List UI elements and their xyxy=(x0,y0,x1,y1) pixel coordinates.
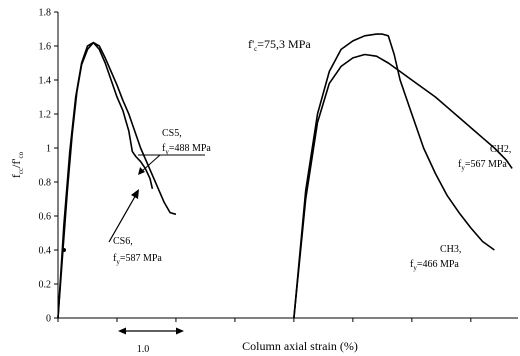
annotation-ch2-fy: fy=567 MPa xyxy=(458,159,507,172)
series-line-ch3 xyxy=(293,33,495,319)
annotation-cs6-name: CS6, xyxy=(113,236,133,247)
y-axis-title: fcc/f'co xyxy=(9,151,25,178)
y-tick-label: 0.2 xyxy=(39,280,52,291)
annotation-cs6-fy: fy=587 MPa xyxy=(113,253,162,266)
y-axis-title-sub2: co xyxy=(17,151,25,158)
y-tick-label: 0.4 xyxy=(39,246,52,257)
y-tick-label: 0.6 xyxy=(39,212,52,223)
series-line-cs5 xyxy=(57,41,177,319)
y-tick-label: 1.8 xyxy=(39,8,52,19)
annotation-ch2-name: CH2, xyxy=(490,144,511,155)
x-axis-title: Column axial strain (%) xyxy=(242,339,358,353)
scale-bar-arrow-left xyxy=(118,327,126,335)
fc-label: f'c=75,3 MPa xyxy=(248,37,311,53)
x-ticks xyxy=(57,318,472,322)
annotation-ch3: CH3, fy=466 MPa xyxy=(410,244,461,272)
annotation-cs5-fy: fy=488 MPa xyxy=(162,143,211,156)
series-layer xyxy=(57,33,513,319)
y-axis-title-base: f xyxy=(9,174,23,178)
y-axis-title-mid: /f' xyxy=(9,158,23,168)
annotation-ch3-name: CH3, xyxy=(440,244,461,255)
annotation-cs5-name: CS5, xyxy=(162,128,182,139)
scale-bar-label: 1.0 xyxy=(137,344,150,355)
annotation-cs6-leader xyxy=(108,192,138,243)
annotation-cs5-leader xyxy=(140,154,161,173)
y-tick-label: 1.2 xyxy=(39,110,52,121)
annotation-cs5: CS5, fy=488 MPa xyxy=(138,128,211,175)
y-tick-label: 1 xyxy=(46,144,51,155)
y-axis-title-sub1: cc xyxy=(17,168,25,174)
series-line-ch2 xyxy=(293,53,513,319)
y-tick-label: 1.6 xyxy=(39,42,52,53)
y-tick-label: 0 xyxy=(46,314,51,325)
annotation-cs6-arrowhead xyxy=(131,189,139,199)
annotation-ch2: CH2, fy=567 MPa xyxy=(458,144,511,172)
scale-bar-arrow-right xyxy=(176,327,184,335)
y-tick-label: 0.8 xyxy=(39,178,52,189)
series-line-cs6 xyxy=(57,41,154,319)
y-tick-label: 1.4 xyxy=(39,76,52,87)
annotation-cs5-arrowhead xyxy=(138,167,145,175)
annotation-ch3-fy: fy=466 MPa xyxy=(410,259,459,272)
annotation-cs6: CS6, fy=587 MPa xyxy=(108,189,162,266)
data-marker xyxy=(62,248,66,252)
y-ticks: 0 0.2 0.4 0.6 0.8 1 1.2 1.4 1.6 1.8 xyxy=(39,8,58,325)
scale-bar: 1.0 xyxy=(118,327,184,355)
